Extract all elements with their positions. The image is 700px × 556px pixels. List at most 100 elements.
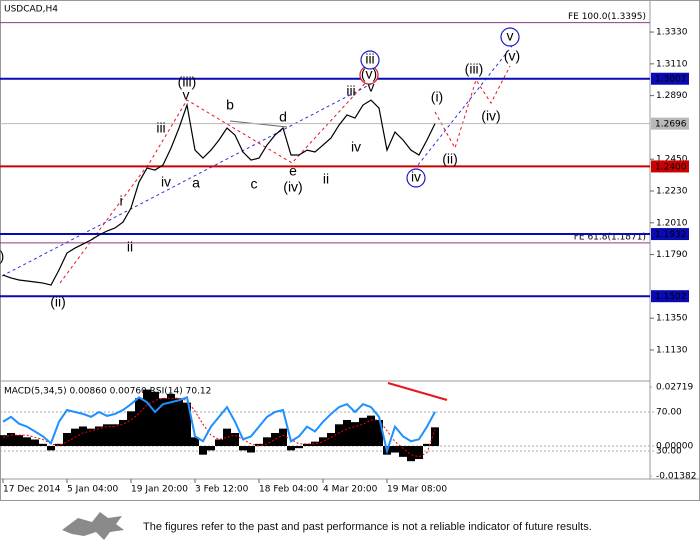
macd-bar [47, 446, 55, 451]
level-label-box [651, 228, 689, 241]
wave-label: b [226, 97, 234, 113]
wave-label: (ii) [442, 151, 458, 167]
wave-circle [406, 168, 426, 188]
macd-bar [343, 419, 351, 447]
wave-label: iii [365, 51, 374, 67]
macd-bar [111, 424, 119, 447]
macd-bar [215, 439, 223, 447]
wave-line [59, 77, 371, 284]
wave-label: d [279, 109, 287, 125]
chart-title: USDCAD,H4 [4, 5, 58, 15]
macd-bar [431, 427, 439, 447]
wave-label: ii [127, 239, 133, 255]
wave-label: (iii) [465, 61, 484, 77]
y-tick-label: 1.1350 [656, 314, 688, 324]
wave-label: v [507, 28, 514, 44]
wave-label: iii [156, 120, 165, 136]
macd-bar [15, 435, 23, 447]
y2-tick-label: 30.00 [656, 447, 682, 457]
macd-bar [119, 419, 127, 447]
macd-bar [247, 446, 255, 453]
x-tick-label: 19 Mar 08:00 [387, 485, 447, 495]
macd-bar [143, 389, 151, 447]
frame [0, 0, 700, 501]
macd-bar [287, 446, 295, 451]
wave-line [1, 81, 376, 277]
macd-bar [103, 424, 111, 447]
wave-label: iv [351, 139, 361, 155]
level-label-box [651, 117, 689, 130]
y-tick-label: 1.1790 [656, 250, 688, 260]
y-tick-label: 1.2230 [656, 187, 688, 197]
y-tick-label: 1.3330 [656, 28, 688, 38]
macd-bar [199, 446, 207, 455]
macd-bar [183, 402, 191, 447]
y-tick-label: 0.02719 [656, 383, 693, 393]
wave-label: iv [161, 174, 171, 190]
fib-label: FE 100.0(1.3395) [568, 12, 646, 22]
macd-bar [151, 391, 159, 447]
macd-bar [319, 437, 327, 447]
x-tick-label: 17 Dec 2014 [3, 485, 61, 495]
wave-label: (i) [431, 89, 443, 105]
macd-bar [231, 432, 239, 447]
macd-bar [415, 446, 423, 460]
wave-label: e [289, 163, 297, 179]
macd-bar [407, 446, 415, 462]
macd-bar [79, 426, 87, 447]
macd-bar [359, 417, 367, 447]
wave-label: v [368, 79, 375, 95]
macd-bar [239, 446, 247, 451]
x-tick-label: 3 Feb 12:00 [195, 485, 249, 495]
macd-bar [63, 432, 71, 447]
wave-label: c [251, 176, 258, 192]
macd-bar [279, 428, 287, 447]
macd-bar [367, 415, 375, 447]
macd-bar [391, 446, 399, 453]
wave-label: (ii) [50, 294, 66, 310]
macd-bar [335, 424, 343, 447]
y-tick-label: 1.1130 [656, 345, 688, 355]
wave-label: (iv) [481, 108, 500, 124]
level-label: 1.2400 [655, 162, 687, 172]
macd-bar [423, 443, 431, 447]
macd-bar [375, 419, 383, 447]
wave-label: iv [411, 169, 421, 185]
level-label: 1.1502 [655, 292, 687, 302]
macd-bar [263, 437, 271, 447]
level-label-box [651, 290, 689, 303]
macd-bar [0, 435, 7, 447]
divergence-line [387, 382, 448, 401]
x-tick-label: 4 Mar 20:00 [323, 485, 378, 495]
level-label: 1.2696 [655, 120, 687, 130]
macd-bar [31, 439, 39, 447]
macd-bar [295, 446, 303, 449]
disclaimer: The figures refer to the past and past p… [143, 521, 592, 533]
signal-line [2, 397, 436, 458]
macd-bar [159, 398, 167, 447]
macd-bar [271, 432, 279, 447]
wave-label: ) [0, 248, 4, 264]
wave-label: ii [323, 171, 329, 187]
logo [62, 512, 124, 540]
macd-bar [327, 432, 335, 447]
fib-label: FE 61.8(1.1871) [574, 232, 646, 242]
level-label: 1.1932 [655, 230, 687, 240]
y-tick-label: 1.2890 [656, 91, 688, 101]
macd-bar [39, 443, 47, 447]
macd-bar [55, 443, 63, 447]
macd-bar [255, 443, 263, 447]
macd-bar [223, 428, 231, 447]
y-tick-label: 1.2450 [656, 155, 688, 165]
wave-label: (iii) [178, 74, 197, 90]
macd-bar [23, 437, 31, 447]
wave-label: (v) [361, 66, 377, 82]
macd-bar [303, 443, 311, 447]
wave-label: iii [346, 83, 355, 99]
macd-bar [127, 411, 135, 447]
y-tick-label: -0.01382 [656, 472, 696, 482]
level-label-box [651, 72, 689, 85]
macd-bar [311, 441, 319, 447]
